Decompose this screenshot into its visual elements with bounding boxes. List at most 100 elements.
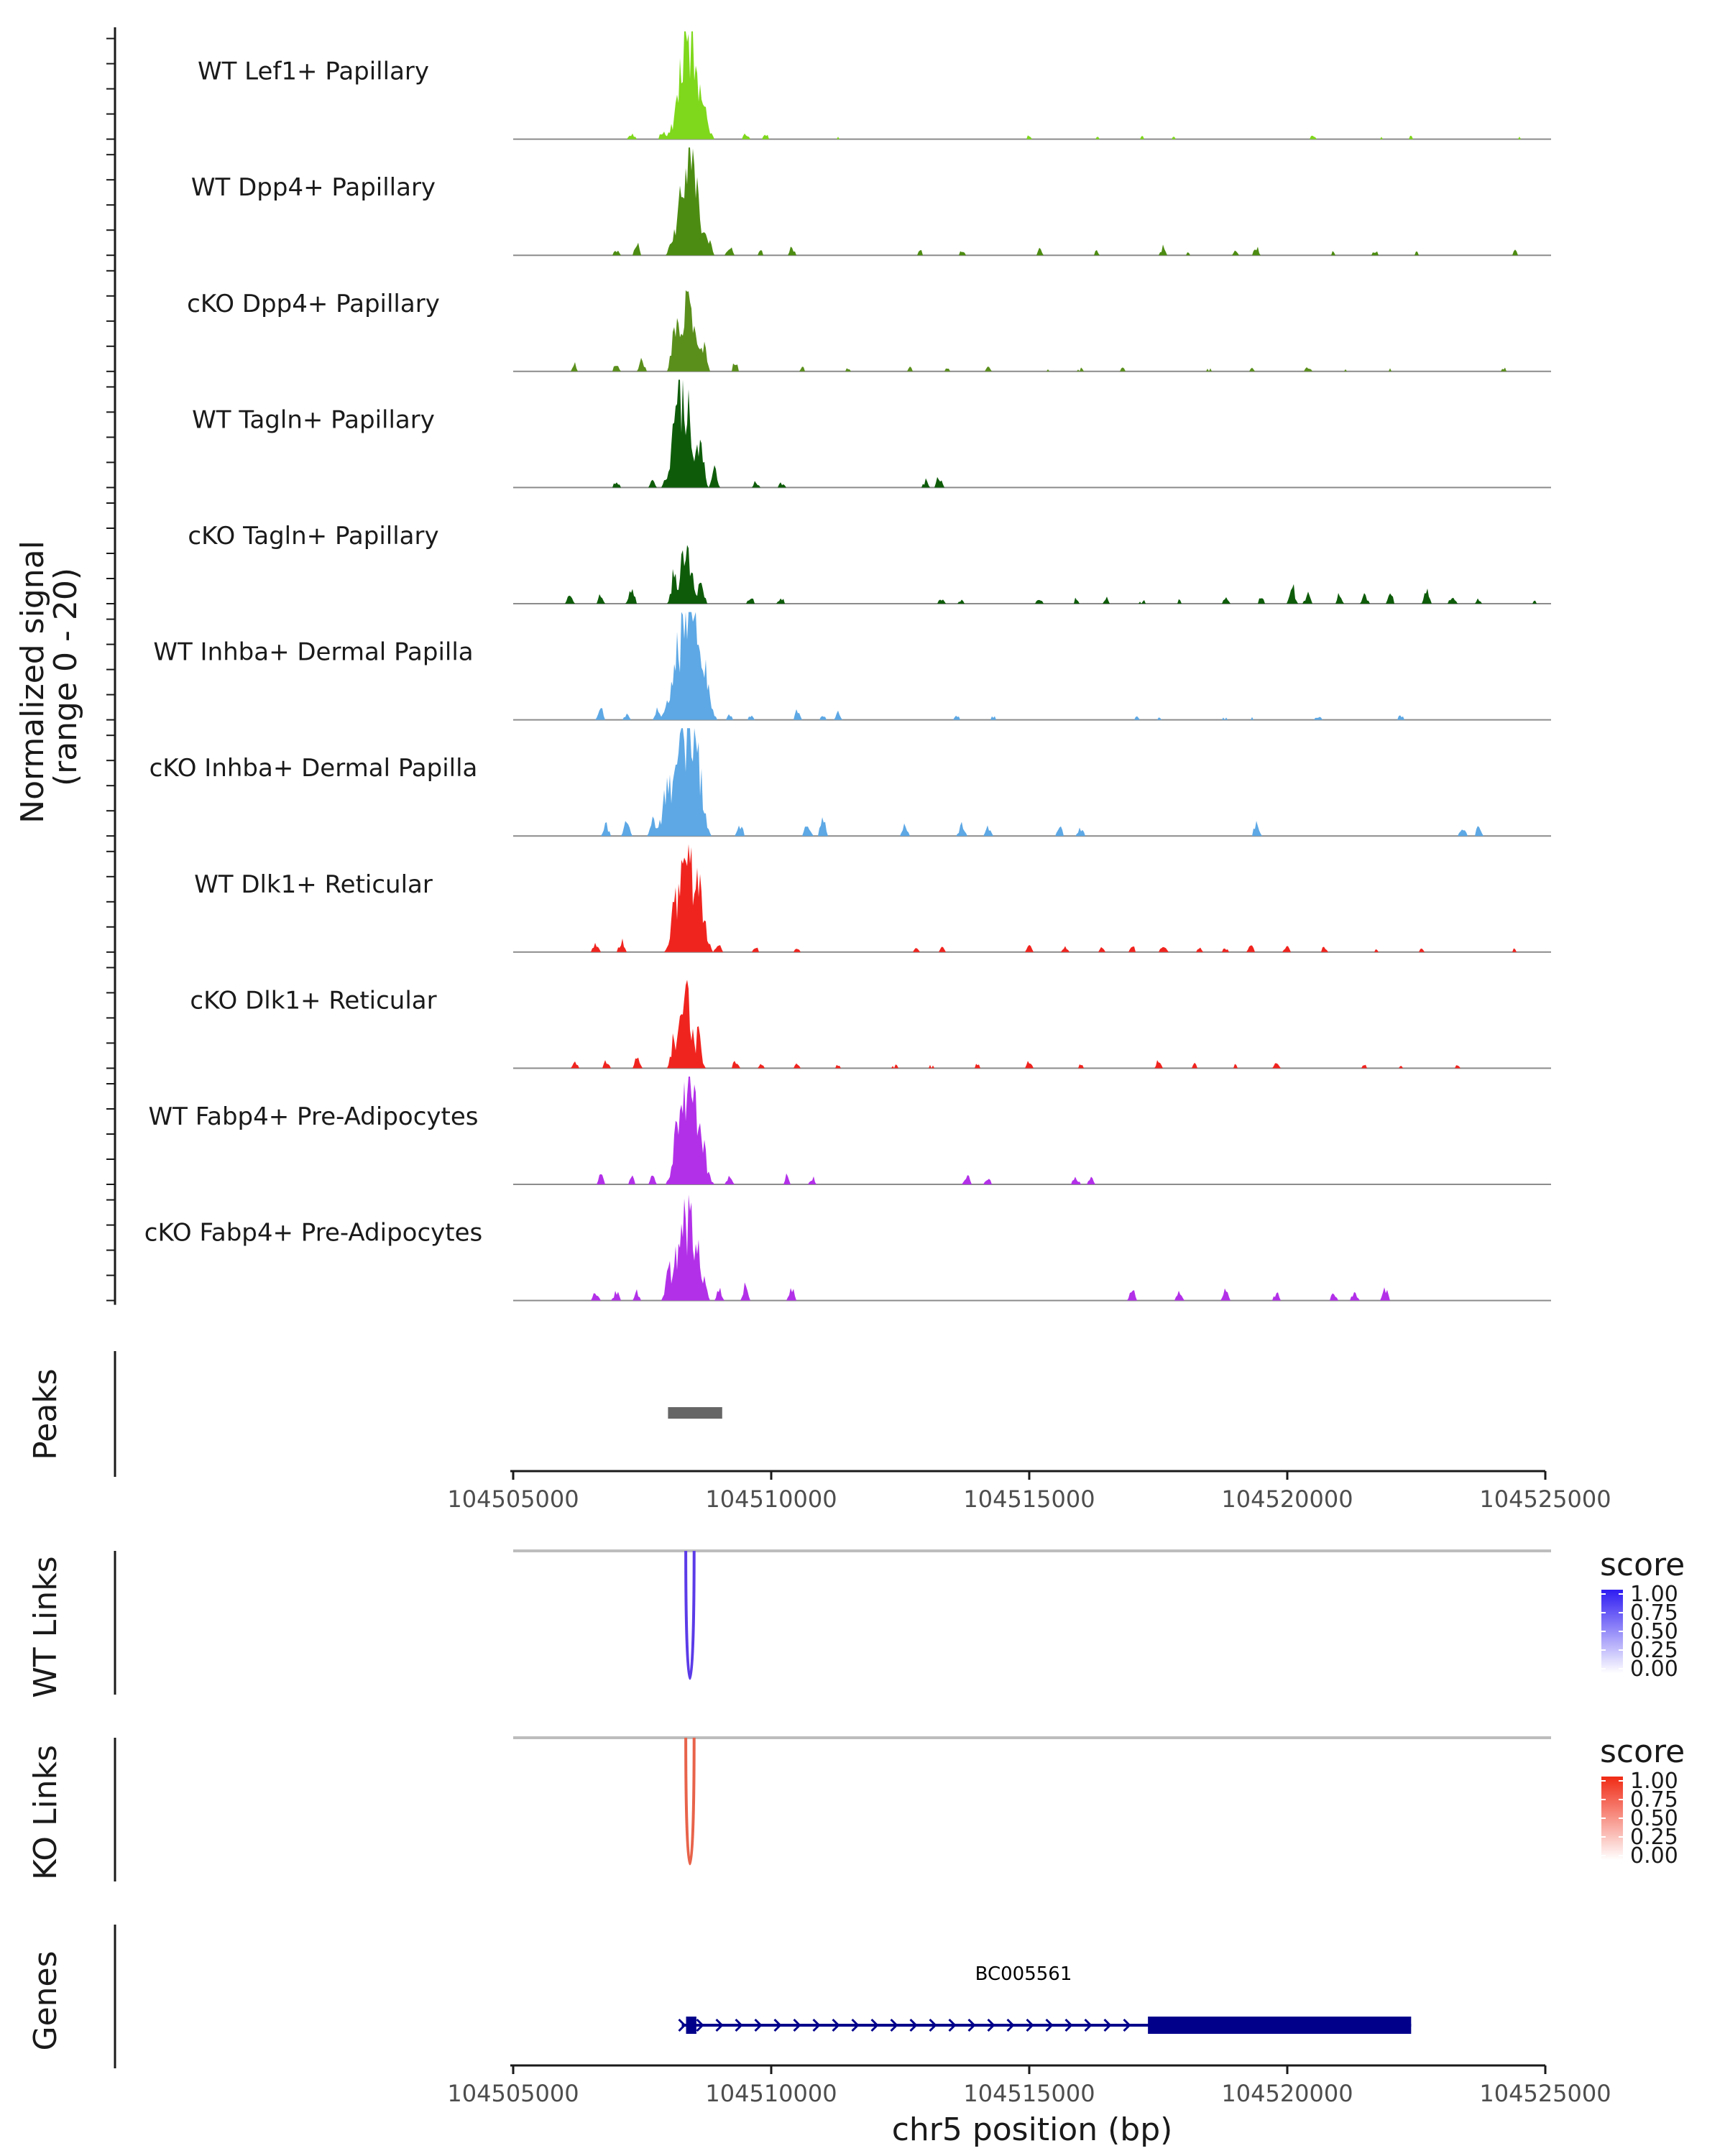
legend-tick-label: 1.00 [1630, 1769, 1678, 1794]
coverage-track-label: WT Inhba+ Dermal Papilla [153, 638, 473, 667]
coverage-track: cKO Dpp4+ Papillary [187, 290, 1551, 372]
coverage-track-signal [513, 612, 1551, 720]
gene-strand-chevron [890, 2018, 898, 2032]
coverage-track: WT Fabp4+ Pre-Adipocytes [149, 1077, 1551, 1185]
coverage-y-axis [106, 27, 116, 1305]
coverage-y-axis-title: Normalized signal (range 0 - 20) [14, 530, 84, 824]
x-axis-top: 104505000 104510000 104515000 104520000 1045… [447, 1470, 1611, 1513]
genes-track: BC005561 [678, 1963, 1412, 2034]
coverage-track: WT Tagln+ Papillary [192, 379, 1551, 489]
genes-panel-title: Genes [27, 1950, 64, 2050]
gene-name-label: BC005561 [975, 1963, 1072, 1985]
coverage-tracks: WT Lef1+ Papillary WT Dpp4+ Papillary cKO … [144, 31, 1551, 1302]
coverage-track-signal [513, 980, 1551, 1069]
coverage-track-label: WT Lef1+ Papillary [198, 57, 429, 86]
gene-strand-chevron [678, 2018, 686, 2032]
coverage-track: WT Dlk1+ Reticular [194, 844, 1551, 953]
gene-strand-chevron [870, 2018, 879, 2032]
x-axis-tick-label: 104515000 [963, 1485, 1095, 1513]
gene-strand-chevron [1084, 2018, 1092, 2032]
gene-strand-chevron [967, 2018, 976, 2032]
gene-strand-chevron [948, 2018, 957, 2032]
gene-strand-chevron [754, 2018, 763, 2032]
coverage-track-label: cKO Inhba+ Dermal Papilla [150, 754, 478, 783]
gene-strand-chevron [1006, 2018, 1015, 2032]
legend-tick-label: 1.00 [1630, 1582, 1678, 1607]
wt-links-panel-title: WT Links [27, 1556, 64, 1697]
coverage-track-signal [513, 379, 1551, 488]
coverage-track: cKO Fabp4+ Pre-Adipocytes [144, 1194, 1551, 1302]
legend-tick-label: 0.50 [1630, 1806, 1678, 1831]
link-arc [684, 1550, 696, 1680]
gene-strand-chevron [773, 2018, 782, 2032]
gene-strand-chevron [735, 2018, 743, 2032]
coverage-track: cKO Tagln+ Papillary [188, 522, 1551, 604]
gene-strand-chevron [1045, 2018, 1054, 2032]
legend-tick-label: 0.00 [1630, 1843, 1678, 1869]
coverage-track-signal [513, 1077, 1551, 1184]
gene-strand-chevron [909, 2018, 918, 2032]
coverage-track-label: WT Dpp4+ Papillary [191, 173, 436, 202]
link-arc [684, 1737, 696, 1866]
coverage-track: WT Inhba+ Dermal Papilla [153, 612, 1551, 721]
coverage-track-label: cKO Dpp4+ Papillary [187, 290, 440, 318]
gene-strand-chevron [793, 2018, 801, 2032]
gene-strand-chevron [987, 2018, 995, 2032]
x-axis-tick-label: 104510000 [705, 1485, 837, 1513]
x-axis-tick-label: 104505000 [447, 2080, 579, 2107]
coverage-track: cKO Dlk1+ Reticular [190, 980, 1551, 1069]
coverage-track-signal [513, 290, 1551, 372]
coverage-track-label: WT Fabp4+ Pre-Adipocytes [149, 1102, 479, 1131]
coverage-track-signal [513, 545, 1551, 604]
gene-strand-chevron [715, 2018, 724, 2032]
x-axis-tick-label: 104515000 [963, 2080, 1095, 2107]
x-axis-tick-label: 104510000 [705, 2080, 837, 2107]
x-axis-tick-label: 104525000 [1479, 2080, 1611, 2107]
coverage-track-signal [513, 147, 1551, 256]
gene-strand-chevron [1026, 2018, 1034, 2032]
gene-exon [686, 2017, 696, 2034]
link-track [513, 1736, 1551, 1866]
coverage-track-signal [513, 31, 1551, 139]
gene-strand-chevron [1103, 2018, 1112, 2032]
gene-exon [1148, 2017, 1412, 2034]
coverage-track-label: WT Dlk1+ Reticular [194, 870, 433, 899]
coverage-track: WT Dpp4+ Papillary [191, 147, 1551, 257]
gene-strand-chevron [696, 2018, 704, 2032]
score-legends: score1.000.750.500.250.00score1.000.750.… [1600, 1547, 1685, 1869]
coverage-track-label: cKO Tagln+ Papillary [188, 522, 438, 550]
legend-tick-label: 0.25 [1630, 1638, 1678, 1663]
coverage-track-label: WT Tagln+ Papillary [192, 405, 435, 434]
gene-strand-chevron [832, 2018, 840, 2032]
peak-region [668, 1407, 722, 1419]
peaks-panel-title: Peaks [27, 1368, 64, 1460]
legend-tick-label: 0.50 [1630, 1619, 1678, 1644]
gene-strand-chevron [851, 2018, 860, 2032]
coverage-track: cKO Inhba+ Dermal Papilla [150, 728, 1551, 837]
link-track [513, 1549, 1551, 1680]
x-axis-tick-label: 104520000 [1221, 1485, 1353, 1513]
coverage-track-signal [513, 728, 1551, 837]
legend-title: score [1600, 1547, 1685, 1583]
legend-tick-label: 0.25 [1630, 1825, 1678, 1850]
peaks-track [668, 1407, 722, 1419]
x-axis-bottom: 104505000 104510000 104515000 104520000 1045… [447, 2064, 1611, 2107]
coverage-track-label: cKO Fabp4+ Pre-Adipocytes [144, 1219, 483, 1248]
links-tracks [513, 1549, 1551, 1866]
coverage-track: WT Lef1+ Papillary [198, 31, 1551, 140]
legend-tick-label: 0.00 [1630, 1657, 1678, 1682]
x-axis-tick-label: 104525000 [1479, 1485, 1611, 1513]
coverage-track-signal [513, 844, 1551, 952]
coverage-track-label: cKO Dlk1+ Reticular [190, 986, 436, 1015]
x-axis-title: chr5 position (bp) [892, 2111, 1173, 2148]
gene-strand-chevron [1123, 2018, 1131, 2032]
x-axis-tick-label: 104520000 [1221, 2080, 1353, 2107]
ko-links-panel-title: KO Links [27, 1745, 64, 1880]
gene-strand-chevron [812, 2018, 821, 2032]
legend-tick-label: 0.75 [1630, 1600, 1678, 1626]
gene-model: BC005561 [678, 1963, 1412, 2034]
gene-strand-chevron [929, 2018, 937, 2032]
